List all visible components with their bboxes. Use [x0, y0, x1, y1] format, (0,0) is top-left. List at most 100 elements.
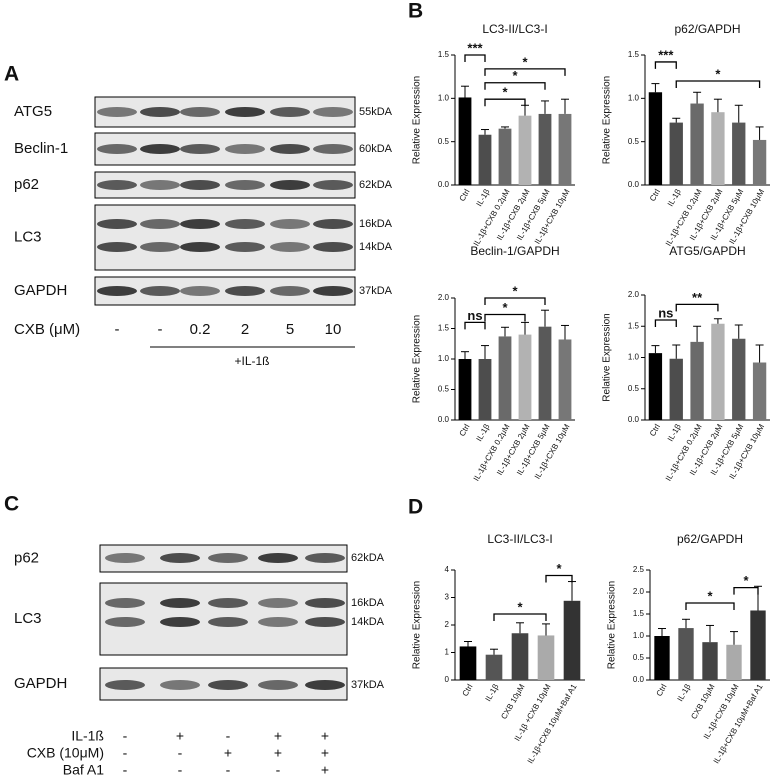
treatment-value: +: [176, 728, 184, 744]
x-tick-label: IL-1β: [484, 682, 501, 703]
size-marker: 62kDA: [351, 552, 385, 564]
treatment-value: +: [274, 745, 282, 761]
bar: [690, 103, 704, 185]
bar: [498, 128, 512, 185]
bar: [458, 97, 472, 185]
significance-bracket: [484, 98, 526, 107]
panel-label: A: [4, 63, 19, 86]
y-tick-label: 0.0: [628, 415, 640, 424]
blot-band: [270, 219, 310, 229]
chart-title: Beclin-1/GAPDH: [470, 244, 559, 258]
significance-bracket: [464, 321, 486, 330]
blot-band: [97, 219, 137, 229]
significance-label: *: [556, 561, 562, 576]
y-tick-label: 2.0: [628, 290, 640, 299]
size-marker: 55kDA: [359, 106, 393, 118]
blot-band: [225, 219, 265, 229]
significance-label: **: [692, 290, 703, 305]
size-marker: 37kDA: [359, 285, 393, 297]
y-tick-label: 1.5: [628, 50, 640, 59]
bar: [752, 139, 767, 185]
treatment-label: CXB (10μM): [27, 745, 104, 761]
blot-band: [140, 180, 180, 190]
blot-band: [258, 617, 298, 627]
significance-bracket: [484, 68, 566, 76]
bar: [752, 362, 767, 420]
treatment-value: +: [274, 728, 282, 744]
treatment-value: -: [158, 321, 163, 338]
treatment-value: -: [123, 745, 128, 761]
y-tick-label: 2.0: [438, 293, 450, 302]
blot-label: p62: [14, 176, 39, 193]
blot-label: LC3: [14, 228, 42, 245]
size-marker: 14kDA: [351, 616, 385, 628]
blot-band: [225, 144, 265, 154]
significance-label: ***: [658, 47, 674, 62]
treatment-value: -: [226, 762, 231, 775]
blot-band: [313, 219, 353, 229]
y-tick-label: 1.5: [438, 50, 450, 59]
y-axis-label: Relative Expression: [412, 76, 423, 164]
y-tick-label: 1.0: [438, 93, 450, 102]
y-tick-label: 2.0: [633, 587, 645, 596]
panel-label: C: [4, 493, 19, 516]
significance-label: ***: [467, 40, 483, 55]
treatment-value: -: [226, 728, 231, 744]
significance-label: *: [517, 599, 523, 614]
bar: [669, 122, 683, 185]
treatment-value: -: [123, 762, 128, 775]
y-tick-label: 2.5: [633, 565, 645, 574]
bar: [558, 113, 572, 185]
bar: [563, 600, 581, 680]
bar: [518, 115, 532, 185]
bar: [654, 636, 670, 680]
panel-label: D: [408, 496, 423, 519]
blot-band: [180, 286, 220, 296]
chart-title: LC3-II/LC3-I: [487, 532, 552, 546]
treatment-label: IL-1ß: [71, 728, 104, 744]
y-tick-label: 1.0: [633, 631, 645, 640]
blot-band: [305, 553, 345, 563]
x-tick-label: IL-1β: [676, 682, 693, 703]
y-tick-label: 1: [445, 648, 450, 657]
significance-bracket: [484, 297, 546, 305]
significance-bracket: [464, 54, 486, 62]
significance-label: *: [512, 283, 518, 298]
treatment-value: 0.2: [190, 321, 211, 338]
blot-band: [270, 107, 310, 117]
blot-band: [97, 286, 137, 296]
treatment-value: -: [276, 762, 281, 775]
bar: [726, 644, 742, 680]
chart-title: p62/GAPDH: [674, 22, 740, 36]
x-tick-label: Ctrl: [655, 682, 669, 697]
blot-band: [208, 617, 248, 627]
blot-band: [313, 242, 353, 252]
bar: [518, 334, 532, 420]
bar: [702, 642, 718, 680]
blot-band: [258, 598, 298, 608]
x-tick-label: Ctrl: [458, 187, 472, 202]
significance-bracket: [654, 319, 677, 327]
group-label: +IL-1ß: [234, 354, 269, 368]
blot-band: [105, 553, 145, 563]
y-tick-label: 2: [445, 620, 450, 629]
y-tick-label: 0.5: [633, 653, 645, 662]
significance-bracket: [493, 613, 547, 621]
size-marker: 16kDA: [351, 597, 385, 609]
blot-band: [313, 107, 353, 117]
bar: [678, 628, 694, 680]
bar: [648, 353, 663, 420]
blot-band: [105, 680, 145, 690]
y-tick-label: 1.0: [628, 93, 640, 102]
bar: [711, 112, 725, 185]
x-tick-label: Ctrl: [648, 187, 662, 202]
y-tick-label: 1.0: [438, 354, 450, 363]
y-axis-label: Relative Expression: [412, 581, 423, 669]
y-tick-label: 1.5: [438, 324, 450, 333]
blot-band: [305, 617, 345, 627]
x-tick-label: CXB 10μM: [689, 682, 716, 720]
chart-title: p62/GAPDH: [677, 532, 743, 546]
size-marker: 16kDA: [359, 218, 393, 230]
treatment-value: +: [224, 745, 232, 761]
blot-band: [270, 286, 310, 296]
